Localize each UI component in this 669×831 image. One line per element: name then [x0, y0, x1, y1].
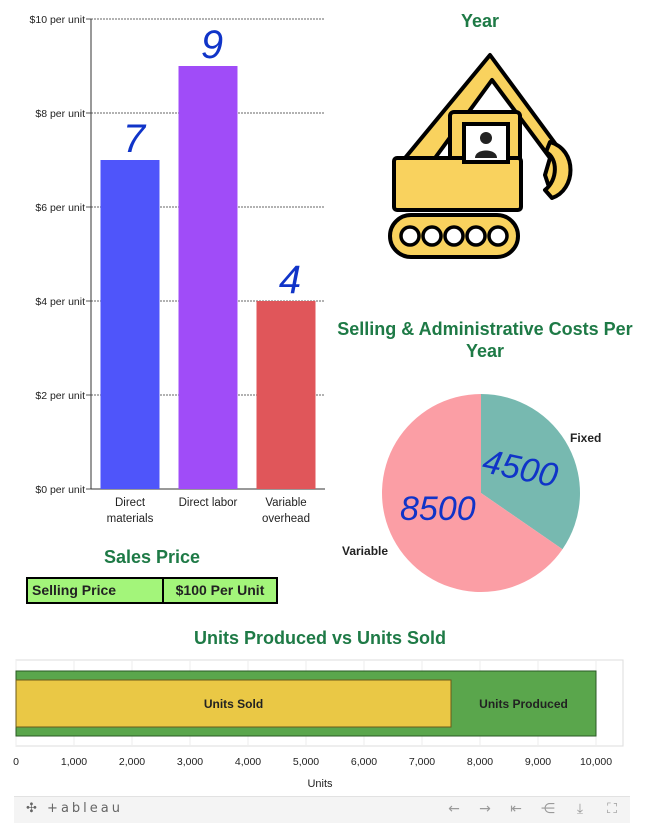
x-tick-label: 1,000	[61, 756, 87, 768]
fullscreen-icon[interactable]: ⛶	[607, 801, 617, 817]
bar	[256, 301, 316, 489]
handwritten-annotation: 8500	[400, 490, 476, 528]
revert-icon[interactable]: ⇤	[510, 801, 522, 817]
redo-icon[interactable]: →	[479, 801, 491, 817]
y-tick-label: $8 per unit	[35, 108, 85, 120]
sales-price-table: Selling Price $100 Per Unit	[26, 577, 278, 604]
share-icon[interactable]: ⋲	[541, 801, 555, 817]
pie-label: Variable	[342, 544, 388, 558]
bar	[178, 66, 238, 489]
cost-chart-title-fragment: Year	[460, 11, 500, 31]
x-tick-label: 6,000	[351, 756, 377, 768]
y-tick-label: $0 per unit	[35, 484, 85, 496]
x-tick-label: 0	[13, 756, 19, 768]
units-sold-label: Units Sold	[204, 697, 263, 711]
sga-chart-title: Selling & Administrative Costs Per Year	[337, 319, 633, 361]
units-bar-chart: 0 1,000 2,000 3,000 4,000 5,000 6,000 7,000 8,00…	[13, 659, 624, 790]
x-category-label: materials	[107, 513, 154, 525]
bar	[100, 160, 160, 489]
x-tick-label: 9,000	[525, 756, 551, 768]
selling-price-label: Selling Price	[28, 579, 164, 602]
tableau-logo[interactable]: ✣ +ableau	[26, 801, 123, 816]
y-tick-label: $2 per unit	[35, 390, 85, 402]
y-tick-label: $4 per unit	[35, 296, 85, 308]
handwritten-annotation: 9	[201, 23, 223, 67]
variable-cost-bar-chart: $0 per unit $2 per unit $4 per unit $6 per …	[30, 14, 325, 525]
x-category-label: overhead	[262, 513, 310, 525]
x-axis-label: Units	[307, 778, 333, 790]
y-tick-label: $6 per unit	[35, 202, 85, 214]
selling-price-value: $100 Per Unit	[175, 582, 265, 598]
x-category-label: Direct	[115, 497, 146, 509]
units-produced-label: Units Produced	[479, 697, 568, 711]
x-tick-label: 3,000	[177, 756, 203, 768]
x-tick-label: 10,000	[580, 756, 612, 768]
units-chart-title: Units Produced vs Units Sold	[193, 628, 447, 648]
undo-icon[interactable]: ←	[448, 801, 460, 817]
x-tick-label: 2,000	[119, 756, 145, 768]
pie-slice	[481, 394, 580, 550]
x-category-label: Direct labor	[179, 497, 238, 509]
y-tick-label: $10 per unit	[30, 14, 86, 26]
excavator-icon	[388, 53, 573, 259]
units-sold-bar	[15, 679, 452, 728]
x-category-label: Variable	[265, 497, 306, 509]
tableau-logo-icon: ✣	[26, 801, 40, 816]
pie-label: Fixed	[570, 431, 601, 445]
tableau-logo-text: +ableau	[47, 801, 123, 816]
x-tick-label: 4,000	[235, 756, 261, 768]
pie-slice	[381, 394, 563, 592]
tableau-toolbar: ✣ +ableau ← → ⇤ ⋲ ⤓ ⛶	[14, 796, 630, 823]
handwritten-annotation: 7	[123, 117, 147, 161]
x-tick-label: 8,000	[467, 756, 493, 768]
sales-price-title: Sales Price	[103, 547, 201, 567]
x-tick-label: 7,000	[409, 756, 435, 768]
handwritten-annotation: 4	[279, 258, 301, 302]
x-tick-label: 5,000	[293, 756, 319, 768]
download-icon[interactable]: ⤓	[576, 801, 584, 817]
